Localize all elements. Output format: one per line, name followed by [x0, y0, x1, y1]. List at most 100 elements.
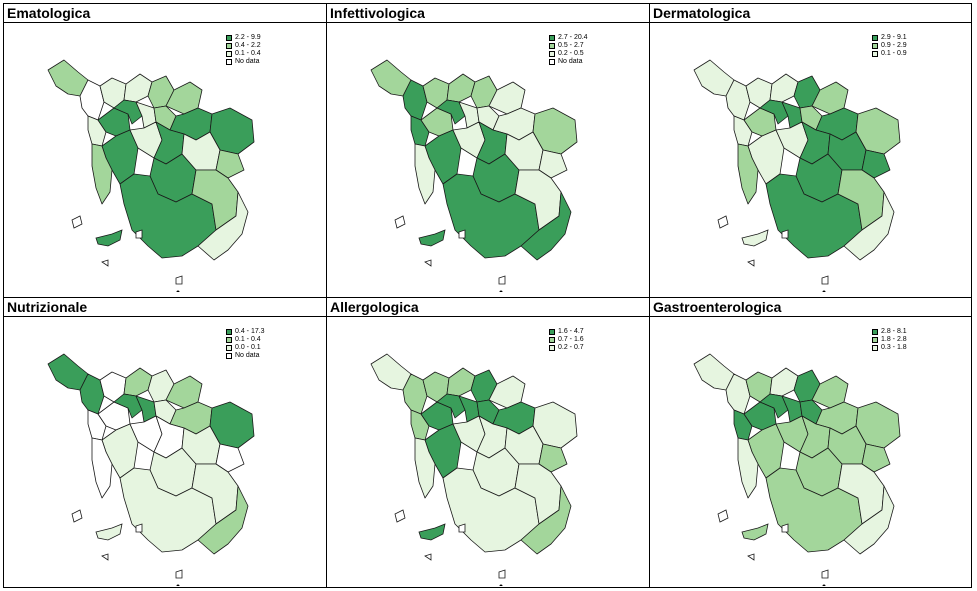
island-shape: [394, 509, 406, 523]
island-shape: [394, 215, 406, 229]
legend-swatch: [549, 35, 555, 41]
district-region: [402, 79, 428, 121]
panel-ematologica: Ematologica 2.2 - 9.9 0.4 - 2.2 0.1 - 0.4 N…: [4, 4, 326, 297]
district-region: [538, 443, 568, 473]
legend-item: No data: [226, 352, 265, 360]
map-svg: [693, 353, 901, 588]
district-region: [197, 191, 249, 261]
island-shape: [135, 229, 143, 239]
map-svg: [47, 59, 255, 294]
map-legend: 2.7 - 20.4 0.5 - 2.7 0.2 - 0.5 No data: [549, 34, 588, 66]
district-region: [215, 149, 245, 179]
legend-item: No data: [549, 58, 588, 66]
panel-title: Infettivologica: [327, 4, 649, 23]
panel-title: Allergologica: [327, 298, 649, 317]
district-region: [861, 443, 891, 473]
island-shape: [717, 509, 729, 523]
grid-divider: [4, 297, 971, 298]
island-shape: [101, 259, 109, 267]
district-region: [520, 191, 572, 261]
legend-swatch: [226, 59, 232, 65]
district-region: [843, 485, 895, 555]
legend-item: 2.8 - 8.1: [872, 328, 907, 336]
district-region: [123, 367, 153, 397]
island-dot: [822, 584, 826, 588]
legend-swatch: [226, 329, 232, 335]
choropleth-map: 2.9 - 9.1 0.9 - 2.9 0.1 - 0.9: [650, 24, 970, 297]
legend-label: 0.7 - 1.6: [558, 336, 584, 343]
island-shape: [717, 215, 729, 229]
legend-label: 0.1 - 0.4: [235, 50, 261, 57]
island-shape: [424, 553, 432, 561]
island-shape: [781, 229, 789, 239]
legend-swatch: [872, 51, 878, 57]
legend-item: No data: [226, 58, 261, 66]
island-shape: [781, 523, 789, 533]
district-region: [370, 353, 412, 391]
map-legend: 2.2 - 9.9 0.4 - 2.2 0.1 - 0.4 No data: [226, 34, 261, 66]
legend-label: 0.0 - 0.1: [235, 344, 261, 351]
legend-item: 0.4 - 2.2: [226, 42, 261, 50]
district-region: [446, 73, 476, 103]
legend-swatch: [549, 337, 555, 343]
island-shape: [418, 523, 446, 541]
island-dot: [176, 584, 180, 588]
district-region: [370, 59, 412, 97]
legend-swatch: [872, 43, 878, 49]
district-region: [446, 367, 476, 397]
legend-swatch: [549, 51, 555, 57]
legend-item: 2.7 - 20.4: [549, 34, 588, 42]
island-dot: [499, 290, 503, 294]
map-svg: [370, 59, 578, 294]
district-region: [861, 149, 891, 179]
legend-item: 0.0 - 0.1: [226, 344, 265, 352]
legend-item: 0.1 - 0.4: [226, 50, 261, 58]
choropleth-map: 2.7 - 20.4 0.5 - 2.7 0.2 - 0.5 No data: [327, 24, 647, 297]
district-region: [414, 437, 436, 499]
district-region: [215, 443, 245, 473]
district-region: [769, 367, 799, 397]
map-svg: [693, 59, 901, 294]
district-region: [402, 373, 428, 415]
legend-label: 2.9 - 9.1: [881, 34, 907, 41]
grid-divider: [649, 4, 650, 587]
island-shape: [747, 259, 755, 267]
legend-swatch: [872, 35, 878, 41]
legend-swatch: [549, 345, 555, 351]
panel-dermatologica: Dermatologica 2.9 - 9.1 0.9 - 2.9 0.1 - 0.…: [650, 4, 971, 297]
choropleth-map: 1.6 - 4.7 0.7 - 1.6 0.2 - 0.7: [327, 318, 647, 591]
district-region: [414, 143, 436, 205]
district-region: [725, 373, 751, 415]
legend-item: 0.9 - 2.9: [872, 42, 907, 50]
legend-swatch: [872, 337, 878, 343]
legend-item: 0.7 - 1.6: [549, 336, 584, 344]
island-dot: [176, 290, 180, 294]
island-shape: [135, 523, 143, 533]
island-shape: [498, 275, 506, 285]
panel-gastroenterologica: Gastroenterologica 2.8 - 8.1 1.8 - 2.8 0.3…: [650, 298, 971, 588]
legend-label: 0.2 - 0.7: [558, 344, 584, 351]
legend-swatch: [226, 337, 232, 343]
legend-item: 0.5 - 2.7: [549, 42, 588, 50]
island-dot: [499, 584, 503, 588]
panel-nutrizionale: Nutrizionale 0.4 - 17.3 0.1 - 0.4 0.0 - 0.…: [4, 298, 326, 588]
map-legend: 2.9 - 9.1 0.9 - 2.9 0.1 - 0.9: [872, 34, 907, 58]
legend-swatch: [549, 329, 555, 335]
district-region: [693, 353, 735, 391]
legend-item: 1.6 - 4.7: [549, 328, 584, 336]
legend-label: 2.7 - 20.4: [558, 34, 588, 41]
island-shape: [95, 229, 123, 247]
grid-divider: [326, 4, 327, 587]
legend-label: 0.4 - 2.2: [235, 42, 261, 49]
island-shape: [821, 275, 829, 285]
island-shape: [747, 553, 755, 561]
district-region: [197, 485, 249, 555]
choropleth-map: 2.8 - 8.1 1.8 - 2.8 0.3 - 1.8: [650, 318, 970, 591]
island-shape: [424, 259, 432, 267]
district-region: [737, 143, 759, 205]
legend-item: 0.4 - 17.3: [226, 328, 265, 336]
district-region: [91, 143, 113, 205]
island-shape: [101, 553, 109, 561]
map-svg: [47, 353, 255, 588]
district-region: [79, 373, 105, 415]
